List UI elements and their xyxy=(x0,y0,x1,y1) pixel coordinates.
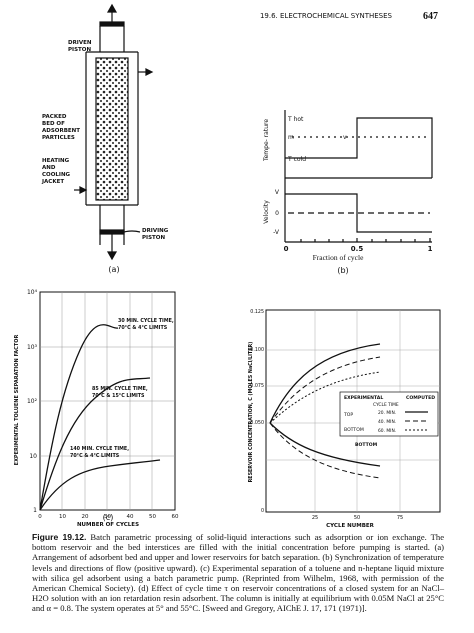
x-tick-label: 20 xyxy=(82,514,89,520)
plot-d xyxy=(265,309,441,513)
x-tick-label: 25 xyxy=(312,515,318,521)
legend-heading: EXPERIMENTAL xyxy=(344,395,383,401)
plot-c xyxy=(39,291,176,511)
apparatus xyxy=(74,3,154,261)
figure: 19.6. ELECTROCHEMICAL SYNTHESES 647 DRIVEN… xyxy=(14,3,441,529)
legend-entry: 40. MIN. xyxy=(378,419,396,425)
level-label: 0 xyxy=(275,210,279,217)
y-axis-label: RESERVOIR CONCENTRATION, C (MOLES NaCl/L… xyxy=(248,342,254,483)
legend-entry: 60. MIN. xyxy=(378,428,396,434)
level-label: T hot xyxy=(287,116,304,123)
caption: Figure 19.12. Batch parametric processin… xyxy=(32,532,444,614)
y-axis-label: Velocity xyxy=(263,200,270,224)
label-driving-piston: PISTON xyxy=(142,235,165,241)
caption-text: Batch parametric processing of solid-liq… xyxy=(32,532,445,614)
level-label: T cold xyxy=(287,156,306,163)
y-tick-label: 10³ xyxy=(27,344,38,351)
panel-label: (b) xyxy=(337,266,348,275)
x-axis-label: Fraction of cycle xyxy=(313,253,364,262)
level-label: v xyxy=(343,134,347,141)
y-tick-label: 0.050 xyxy=(250,420,264,426)
running-head: 19.6. ELECTROCHEMICAL SYNTHESES xyxy=(260,12,393,20)
label-jacket: COOLING xyxy=(42,172,71,178)
legend-group: TOP xyxy=(343,412,353,418)
page-number: 647 xyxy=(423,11,438,22)
y-tick-label: 10 xyxy=(29,453,37,460)
x-tick-label: 30 xyxy=(104,514,111,520)
x-axis-label: NUMBER OF CYCLES xyxy=(77,522,139,528)
label-packed-bed: PARTICLES xyxy=(42,135,75,141)
caption-lead: Figure 19.12. xyxy=(32,532,87,542)
label-packed-bed: ADSORBENT xyxy=(42,128,80,134)
timing-plots xyxy=(284,110,433,243)
panel-label: (c) xyxy=(103,513,114,522)
curve-label: 70°C & 4°C LIMITS xyxy=(70,453,120,459)
curve-label: 70°C & 15°C LIMITS xyxy=(92,393,145,399)
y-tick-label: 0.125 xyxy=(250,309,264,315)
level-label: V xyxy=(275,189,280,196)
legend-heading: COMPUTED xyxy=(406,395,435,401)
label-jacket: HEATING xyxy=(42,158,70,164)
legend-heading: CYCLE TIME xyxy=(373,402,399,408)
x-tick-label: 40 xyxy=(127,514,134,520)
label-driving-piston: DRIVING xyxy=(142,228,169,234)
y-axis-label: EXPERIMENTAL TOLUENE SEPARATION FACTOR xyxy=(14,334,20,465)
curve-label: 30 MIN. CYCLE TIME, xyxy=(118,318,174,324)
y-tick-label: 10² xyxy=(27,398,38,405)
y-axis-label: Tempe- rature xyxy=(263,119,270,162)
y-tick-label: 0.100 xyxy=(250,347,264,353)
x-tick-label: 0.5 xyxy=(351,245,364,253)
x-tick-label: 75 xyxy=(397,515,403,521)
y-tick-label: 0.075 xyxy=(250,383,264,389)
x-tick-label: 50 xyxy=(149,514,156,520)
label-jacket: JACKET xyxy=(41,179,64,185)
x-tick-label: 50 xyxy=(354,515,360,521)
legend-entry: 20. MIN. xyxy=(378,410,396,416)
panel-label: (a) xyxy=(108,265,119,274)
x-tick-label: 0 xyxy=(284,245,289,253)
label-packed-bed: BED OF xyxy=(42,121,65,127)
y-tick-label: 10⁴ xyxy=(27,289,38,296)
label-driven-piston: DRIVEN xyxy=(68,40,92,46)
level-label: -V xyxy=(273,229,280,236)
label-driven-piston: PISTON xyxy=(68,47,91,53)
x-tick-label: 10 xyxy=(59,514,66,520)
y-tick-label: 1 xyxy=(33,507,37,514)
x-tick-label: 1 xyxy=(428,245,433,253)
curve-label: 140 MIN. CYCLE TIME, xyxy=(70,446,129,452)
y-tick-label: 0 xyxy=(261,508,264,514)
x-tick-label: 60 xyxy=(172,514,179,520)
label-packed-bed: PACKED xyxy=(42,114,67,120)
level-label: m xyxy=(288,134,294,141)
x-axis-label: CYCLE NUMBER xyxy=(326,523,375,529)
label-jacket: AND xyxy=(42,165,56,171)
curve-label: 70°C & 4°C LIMITS xyxy=(118,325,168,331)
curve-label: BOTTOM xyxy=(355,442,378,448)
curve-label: 85 MIN. CYCLE TIME, xyxy=(92,386,148,392)
x-tick-label: 0 xyxy=(38,514,42,520)
legend-group: BOTTOM xyxy=(344,427,364,433)
